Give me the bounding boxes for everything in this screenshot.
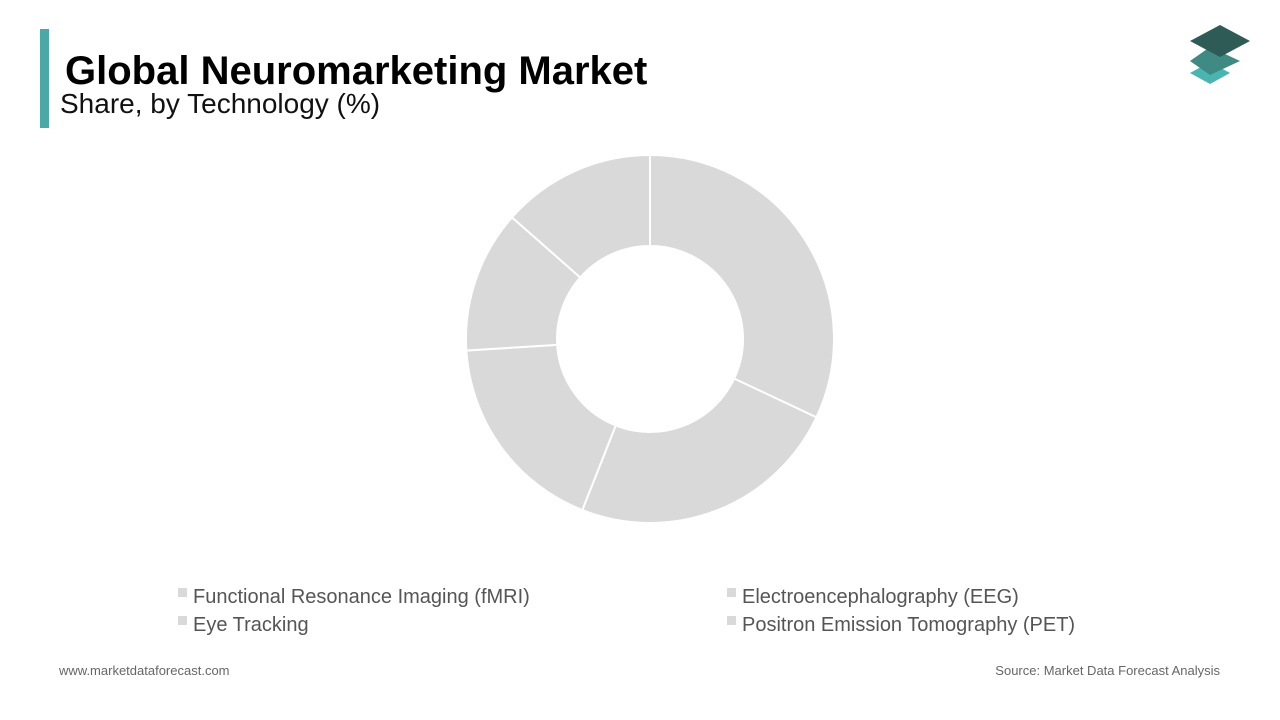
donut-slice: [510, 153, 651, 279]
donut-slice: [649, 153, 835, 419]
donut-slice: [465, 343, 618, 512]
legend-label: Electroencephalography (EEG): [742, 586, 1019, 608]
legend-label: Eye Tracking: [193, 614, 309, 636]
donut: [465, 153, 835, 524]
legend-swatch: [727, 616, 736, 625]
legend-swatch: [727, 588, 736, 597]
chart-title: Global Neuromarketing Market: [65, 49, 647, 93]
website: www.marketdataforecast.com: [58, 663, 230, 678]
donut-slice: [580, 377, 818, 524]
title-accent: [40, 29, 49, 128]
source: Source: Market Data Forecast Analysis: [995, 663, 1220, 678]
logo: [1190, 25, 1250, 84]
legend-swatch: [178, 616, 187, 625]
legend-swatch: [178, 588, 187, 597]
chart-subtitle: Share, by Technology (%): [60, 88, 380, 119]
legend-label: Functional Resonance Imaging (fMRI): [193, 586, 530, 608]
legend-label: Positron Emission Tomography (PET): [742, 614, 1075, 636]
legend: Functional Resonance Imaging (fMRI) Elect…: [178, 586, 1075, 636]
